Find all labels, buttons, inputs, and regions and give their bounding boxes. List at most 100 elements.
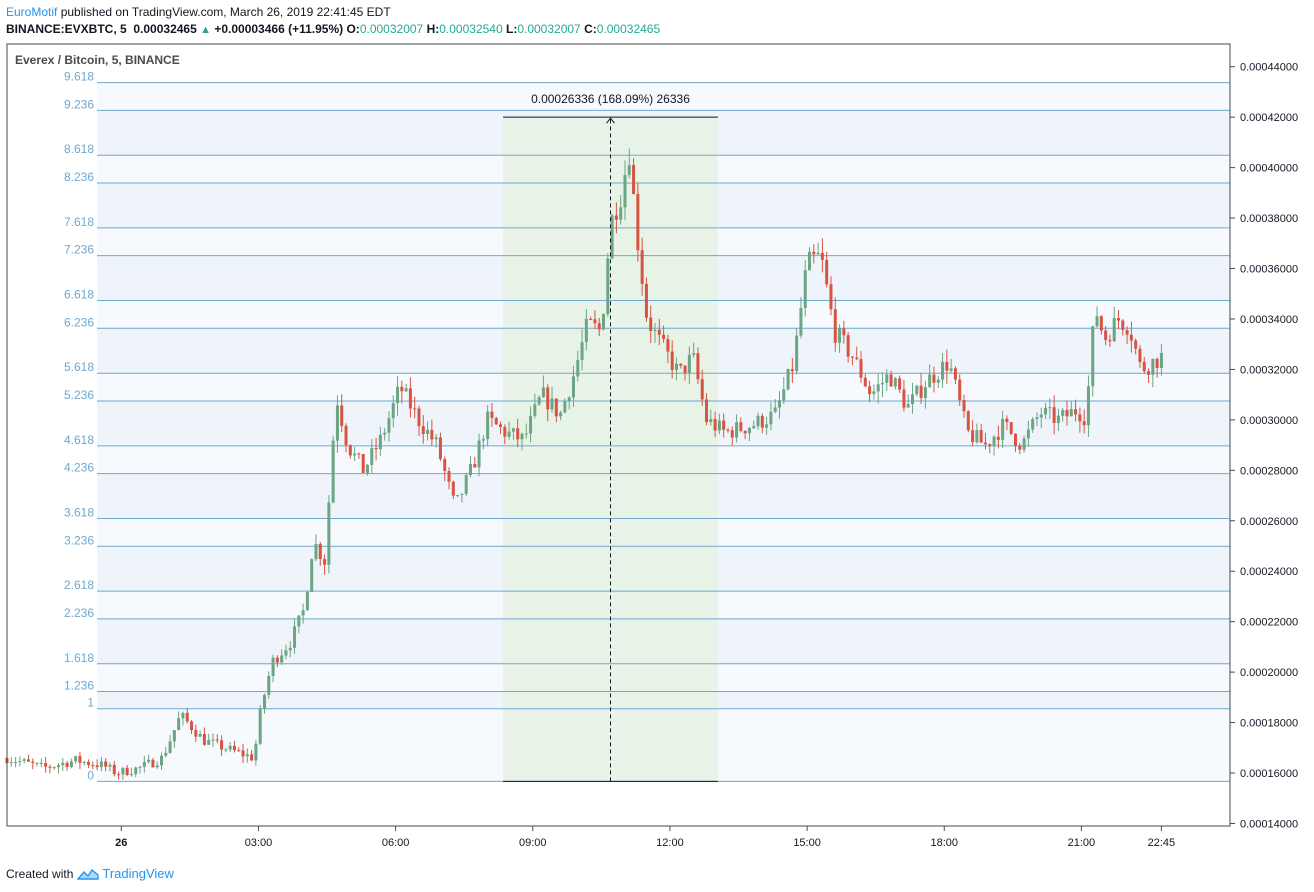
candle-body <box>108 764 112 767</box>
fib-level-label: 2.236 <box>64 606 94 620</box>
candle-body <box>769 411 773 425</box>
candle-body <box>1039 414 1043 418</box>
candle-body <box>78 756 82 763</box>
x-tick-label: 22:45 <box>1148 837 1176 849</box>
candle-body <box>1138 348 1142 362</box>
candle-body <box>48 766 52 768</box>
candle-body <box>305 591 309 611</box>
candle-body <box>1125 329 1129 335</box>
candle-body <box>949 368 953 371</box>
candle-body <box>164 752 168 756</box>
x-tick-label: 09:00 <box>519 837 547 849</box>
fib-level-label: 3.618 <box>64 506 94 520</box>
candle-body <box>99 761 103 768</box>
fib-level-label: 5.236 <box>64 388 94 402</box>
candle-body <box>876 384 880 392</box>
up-arrow-icon: ▲ <box>200 24 211 36</box>
candle-body <box>14 762 18 764</box>
tradingview-link[interactable]: TradingView <box>102 866 174 881</box>
candle-body <box>473 464 477 468</box>
candle-body <box>739 422 743 431</box>
x-tick-label: 06:00 <box>382 837 410 849</box>
x-tick-label: 03:00 <box>245 837 273 849</box>
candle-body <box>95 765 99 768</box>
candle-body <box>44 762 48 767</box>
publish-info: published on TradingView.com, March 26, … <box>57 5 391 19</box>
fib-band <box>97 82 1230 111</box>
candle-body <box>627 165 631 176</box>
candle-body <box>988 444 992 446</box>
candle-body <box>228 745 232 750</box>
y-tick-label: 0.00038000 <box>1240 213 1298 225</box>
candle-body <box>606 258 610 315</box>
candle-body <box>863 377 867 387</box>
candle-body <box>614 215 618 220</box>
candle-body <box>335 405 339 441</box>
candle-body <box>91 765 95 767</box>
candle-body <box>254 743 258 761</box>
fib-level-label: 5.618 <box>64 360 94 374</box>
symbol-label: BINANCE:EVXBTC, 5 <box>6 22 127 36</box>
candle-body <box>541 387 545 398</box>
candle-body <box>906 404 910 408</box>
candle-body <box>790 369 794 372</box>
candle-body <box>979 430 983 443</box>
y-tick-label: 0.00024000 <box>1240 566 1298 578</box>
candle-body <box>138 766 142 768</box>
candle-body <box>567 397 571 402</box>
candle-body <box>181 712 185 719</box>
candle-body <box>936 379 940 383</box>
candle-body <box>1147 371 1151 375</box>
candle-body <box>1044 407 1048 415</box>
candle-body <box>327 502 331 565</box>
candle-body <box>417 408 421 427</box>
fib-level-label: 4.236 <box>64 461 94 475</box>
candle-body <box>61 762 65 766</box>
candle-body <box>653 329 657 331</box>
candle-body <box>529 415 533 434</box>
candle-body <box>1086 386 1090 426</box>
candle-body <box>1065 410 1069 417</box>
candle-body <box>357 453 361 455</box>
candle-body <box>846 335 850 357</box>
candle-body <box>520 433 524 440</box>
candle-body <box>923 387 927 398</box>
author-link[interactable]: EuroMotif <box>6 5 58 19</box>
y-tick-label: 0.00028000 <box>1240 465 1298 477</box>
candle-body <box>1074 409 1078 415</box>
candle-body <box>820 252 824 260</box>
candle-body <box>911 394 915 405</box>
candle-body <box>687 354 691 373</box>
fib-level-label: 1.236 <box>64 679 94 693</box>
candle-body <box>666 339 670 352</box>
candle-body <box>443 458 447 471</box>
candle-body <box>147 759 151 762</box>
high-value: 0.00032540 <box>439 22 503 36</box>
candle-body <box>919 385 923 398</box>
candle-body <box>632 165 636 194</box>
candle-body <box>644 283 648 318</box>
candle-body <box>1159 353 1163 368</box>
candle-body <box>1018 445 1022 450</box>
measure-tool[interactable] <box>503 116 718 782</box>
candle-body <box>692 353 696 355</box>
candle-body <box>267 675 271 695</box>
candle-body <box>683 365 687 373</box>
candle-body <box>344 425 348 446</box>
candle-body <box>825 259 829 285</box>
candle-body <box>353 453 357 456</box>
candle-body <box>1099 316 1103 331</box>
candle-body <box>808 251 812 271</box>
candle-body <box>679 363 683 366</box>
low-value: 0.00032007 <box>517 22 581 36</box>
candle-body <box>803 270 807 309</box>
candle-body <box>833 309 837 343</box>
candle-body <box>992 436 996 446</box>
candle-body <box>220 740 224 750</box>
candle-body <box>383 432 387 435</box>
candle-body <box>284 650 288 656</box>
candle-body <box>348 445 352 456</box>
candle-body <box>859 359 863 378</box>
x-tick-label: 15:00 <box>793 837 821 849</box>
